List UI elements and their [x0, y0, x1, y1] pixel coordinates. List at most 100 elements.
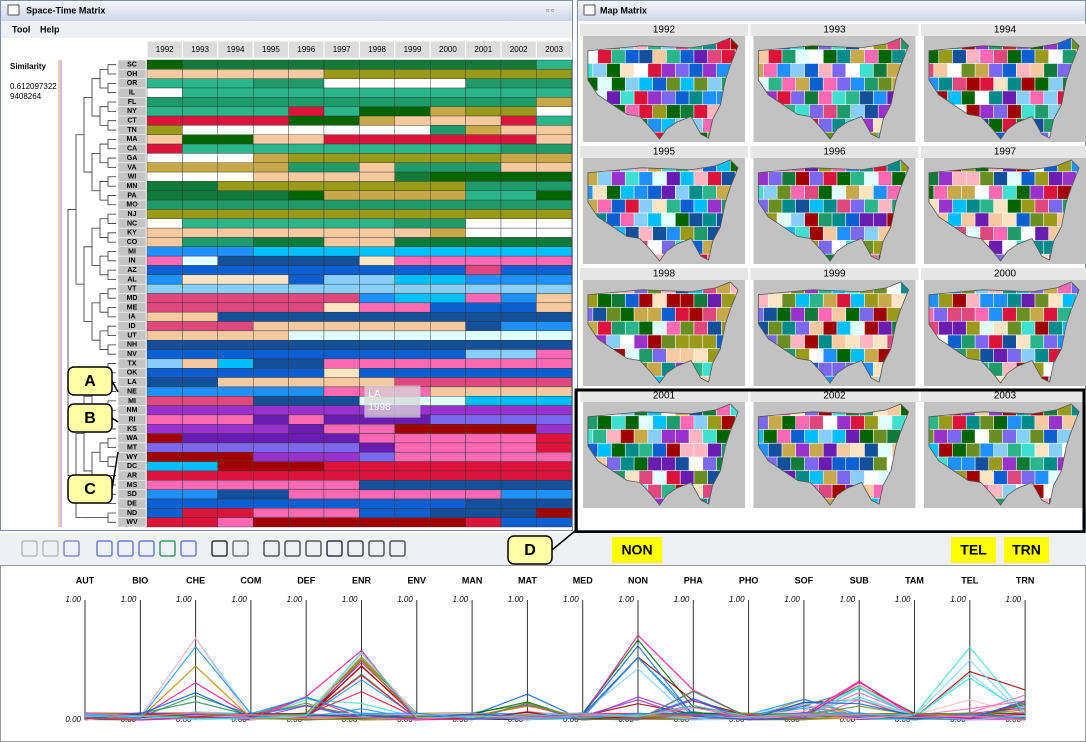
matrix-cell[interactable] [394, 87, 431, 98]
matrix-cell[interactable] [465, 470, 502, 481]
matrix-cell[interactable] [146, 414, 183, 425]
matrix-cell[interactable] [536, 368, 573, 378]
matrix-cell[interactable] [500, 237, 537, 248]
matrix-cell[interactable] [252, 302, 289, 313]
matrix-cell[interactable] [465, 302, 502, 313]
matrix-cell[interactable] [500, 311, 537, 322]
matrix-cell[interactable] [288, 78, 325, 89]
matrix-cell[interactable] [252, 498, 289, 509]
matrix-cell[interactable] [288, 283, 325, 294]
matrix-cell[interactable] [217, 283, 254, 294]
matrix-cell[interactable] [500, 274, 537, 285]
matrix-cell[interactable] [536, 517, 573, 528]
matrix-cell[interactable] [500, 190, 537, 201]
matrix-cell[interactable] [394, 424, 431, 434]
matrix-cell[interactable] [359, 349, 395, 360]
matrix-cell[interactable] [394, 368, 431, 378]
matrix-cell[interactable] [359, 143, 395, 154]
matrix-cell[interactable] [288, 330, 325, 341]
matrix-cell[interactable] [288, 69, 325, 79]
matrix-cell[interactable] [536, 349, 573, 360]
map[interactable] [920, 158, 1086, 269]
matrix-cell[interactable] [500, 115, 537, 126]
matrix-cell[interactable] [182, 97, 218, 107]
matrix-cell[interactable] [252, 424, 289, 434]
matrix-cell[interactable] [182, 106, 218, 117]
matrix-cell[interactable] [288, 162, 325, 173]
matrix-cell[interactable] [288, 59, 325, 70]
matrix-cell[interactable] [146, 321, 183, 332]
matrix-cell[interactable] [500, 368, 537, 378]
matrix-cell[interactable] [288, 414, 325, 425]
matrix-cell[interactable] [252, 87, 289, 98]
matrix-cell[interactable] [146, 442, 183, 453]
matrix-cell[interactable] [430, 69, 466, 79]
matrix-cell[interactable] [394, 480, 431, 490]
matrix-cell[interactable] [359, 274, 395, 285]
matrix-cell[interactable] [217, 340, 254, 350]
matrix-cell[interactable] [394, 162, 431, 173]
matrix-cell[interactable] [182, 452, 218, 462]
matrix-cell[interactable] [217, 171, 254, 182]
matrix-cell[interactable] [252, 274, 289, 285]
matrix-cell[interactable] [288, 237, 325, 248]
matrix-cell[interactable] [146, 461, 183, 472]
matrix-cell[interactable] [182, 255, 218, 266]
matrix-cell[interactable] [500, 227, 537, 238]
matrix-cell[interactable] [359, 59, 395, 70]
matrix-cell[interactable] [288, 508, 325, 518]
matrix-cell[interactable] [430, 508, 466, 518]
matrix-cell[interactable] [359, 171, 395, 182]
matrix-cell[interactable] [465, 134, 502, 145]
matrix-cell[interactable] [394, 489, 431, 500]
matrix-cell[interactable] [500, 87, 537, 98]
matrix-cell[interactable] [465, 59, 502, 70]
matrix-cell[interactable] [430, 153, 466, 163]
matrix-cell[interactable] [288, 143, 325, 154]
matrix-cell[interactable] [252, 153, 289, 163]
matrix-cell[interactable] [182, 330, 218, 341]
matrix-cell[interactable] [217, 69, 254, 79]
matrix-cell[interactable] [394, 265, 431, 276]
matrix-cell[interactable] [536, 171, 573, 182]
matrix-cell[interactable] [430, 330, 466, 341]
matrix-cell[interactable] [252, 396, 289, 406]
matrix-cell[interactable] [323, 424, 360, 434]
matrix-cell[interactable] [146, 489, 183, 500]
matrix-cell[interactable] [394, 134, 431, 145]
matrix-cell[interactable] [252, 433, 289, 444]
toolbar-button[interactable] [305, 540, 322, 557]
matrix-cell[interactable] [394, 181, 431, 191]
matrix-cell[interactable] [500, 134, 537, 145]
matrix-cell[interactable] [323, 480, 360, 490]
matrix-cell[interactable] [359, 153, 395, 163]
map[interactable] [579, 280, 750, 391]
matrix-cell[interactable] [323, 227, 360, 238]
matrix-cell[interactable] [323, 153, 360, 163]
matrix-cell[interactable] [217, 386, 254, 397]
matrix-cell[interactable] [536, 153, 573, 163]
matrix-cell[interactable] [182, 321, 218, 332]
matrix-cell[interactable] [323, 508, 360, 518]
matrix-cell[interactable] [394, 311, 431, 322]
matrix-cell[interactable] [394, 349, 431, 360]
matrix-cell[interactable] [217, 143, 254, 154]
matrix-cell[interactable] [323, 470, 360, 481]
matrix-cell[interactable] [288, 311, 325, 322]
matrix-cell[interactable] [465, 255, 502, 266]
matrix-cell[interactable] [252, 470, 289, 481]
matrix-cell[interactable] [500, 59, 537, 70]
matrix-cell[interactable] [359, 190, 395, 201]
matrix-cell[interactable] [217, 414, 254, 425]
matrix-cell[interactable] [217, 405, 254, 416]
matrix-cell[interactable] [252, 199, 289, 210]
matrix-cell[interactable] [323, 302, 360, 313]
matrix-cell[interactable] [217, 517, 254, 528]
matrix-cell[interactable] [288, 293, 325, 304]
matrix-cell[interactable] [394, 293, 431, 304]
matrix-cell[interactable] [394, 59, 431, 70]
toolbar-button[interactable] [389, 540, 406, 557]
matrix-cell[interactable] [288, 302, 325, 313]
matrix-cell[interactable] [430, 433, 466, 444]
matrix-cell[interactable] [146, 59, 183, 70]
